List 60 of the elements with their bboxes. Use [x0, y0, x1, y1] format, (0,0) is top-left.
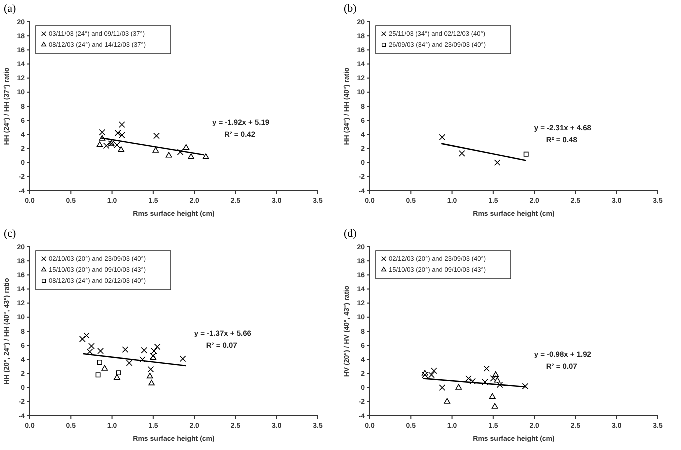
point: [470, 378, 476, 385]
point: [166, 152, 172, 158]
point: [88, 343, 95, 350]
point: [126, 360, 133, 366]
point: [180, 356, 186, 362]
point: [458, 150, 466, 157]
chart-title: (b): [344, 3, 358, 15]
point: [202, 154, 210, 160]
point: [522, 383, 529, 390]
point: [152, 147, 160, 153]
point: [148, 380, 155, 386]
point: [118, 146, 125, 152]
point: [439, 134, 446, 141]
point: [84, 332, 90, 339]
point: [86, 348, 94, 356]
point: [484, 366, 490, 372]
point: [466, 375, 472, 382]
point: [99, 135, 106, 141]
chart-title: (c): [4, 228, 17, 240]
point: [151, 348, 158, 354]
point: [114, 130, 122, 136]
point: [122, 346, 129, 353]
point: [97, 360, 102, 365]
point: [140, 356, 146, 363]
point: [439, 384, 446, 392]
chart-title: (d): [344, 228, 358, 240]
point: [496, 382, 504, 388]
point: [102, 365, 108, 371]
point: [96, 372, 101, 378]
point: [188, 154, 194, 160]
point: [494, 377, 501, 383]
point: [79, 336, 86, 342]
point: [490, 375, 497, 382]
point: [114, 374, 120, 380]
point: [444, 398, 451, 404]
point: [492, 403, 498, 409]
point: [492, 372, 500, 378]
point: [150, 352, 157, 360]
point: [494, 160, 501, 166]
point: [154, 132, 160, 140]
point: [99, 129, 106, 136]
point: [422, 370, 428, 376]
point: [482, 379, 488, 386]
point: [489, 393, 496, 399]
point: [524, 152, 529, 157]
point: [146, 372, 154, 379]
point: [96, 142, 104, 148]
point: [430, 368, 438, 374]
point: [98, 348, 104, 354]
chart-title: (a): [4, 3, 17, 15]
point: [456, 384, 462, 390]
point: [177, 149, 184, 156]
point: [141, 347, 148, 354]
point: [116, 370, 122, 376]
point: [183, 144, 190, 150]
point: [118, 132, 126, 139]
point: [148, 366, 154, 373]
point: [154, 344, 161, 350]
point: [150, 354, 157, 360]
point: [118, 122, 126, 128]
